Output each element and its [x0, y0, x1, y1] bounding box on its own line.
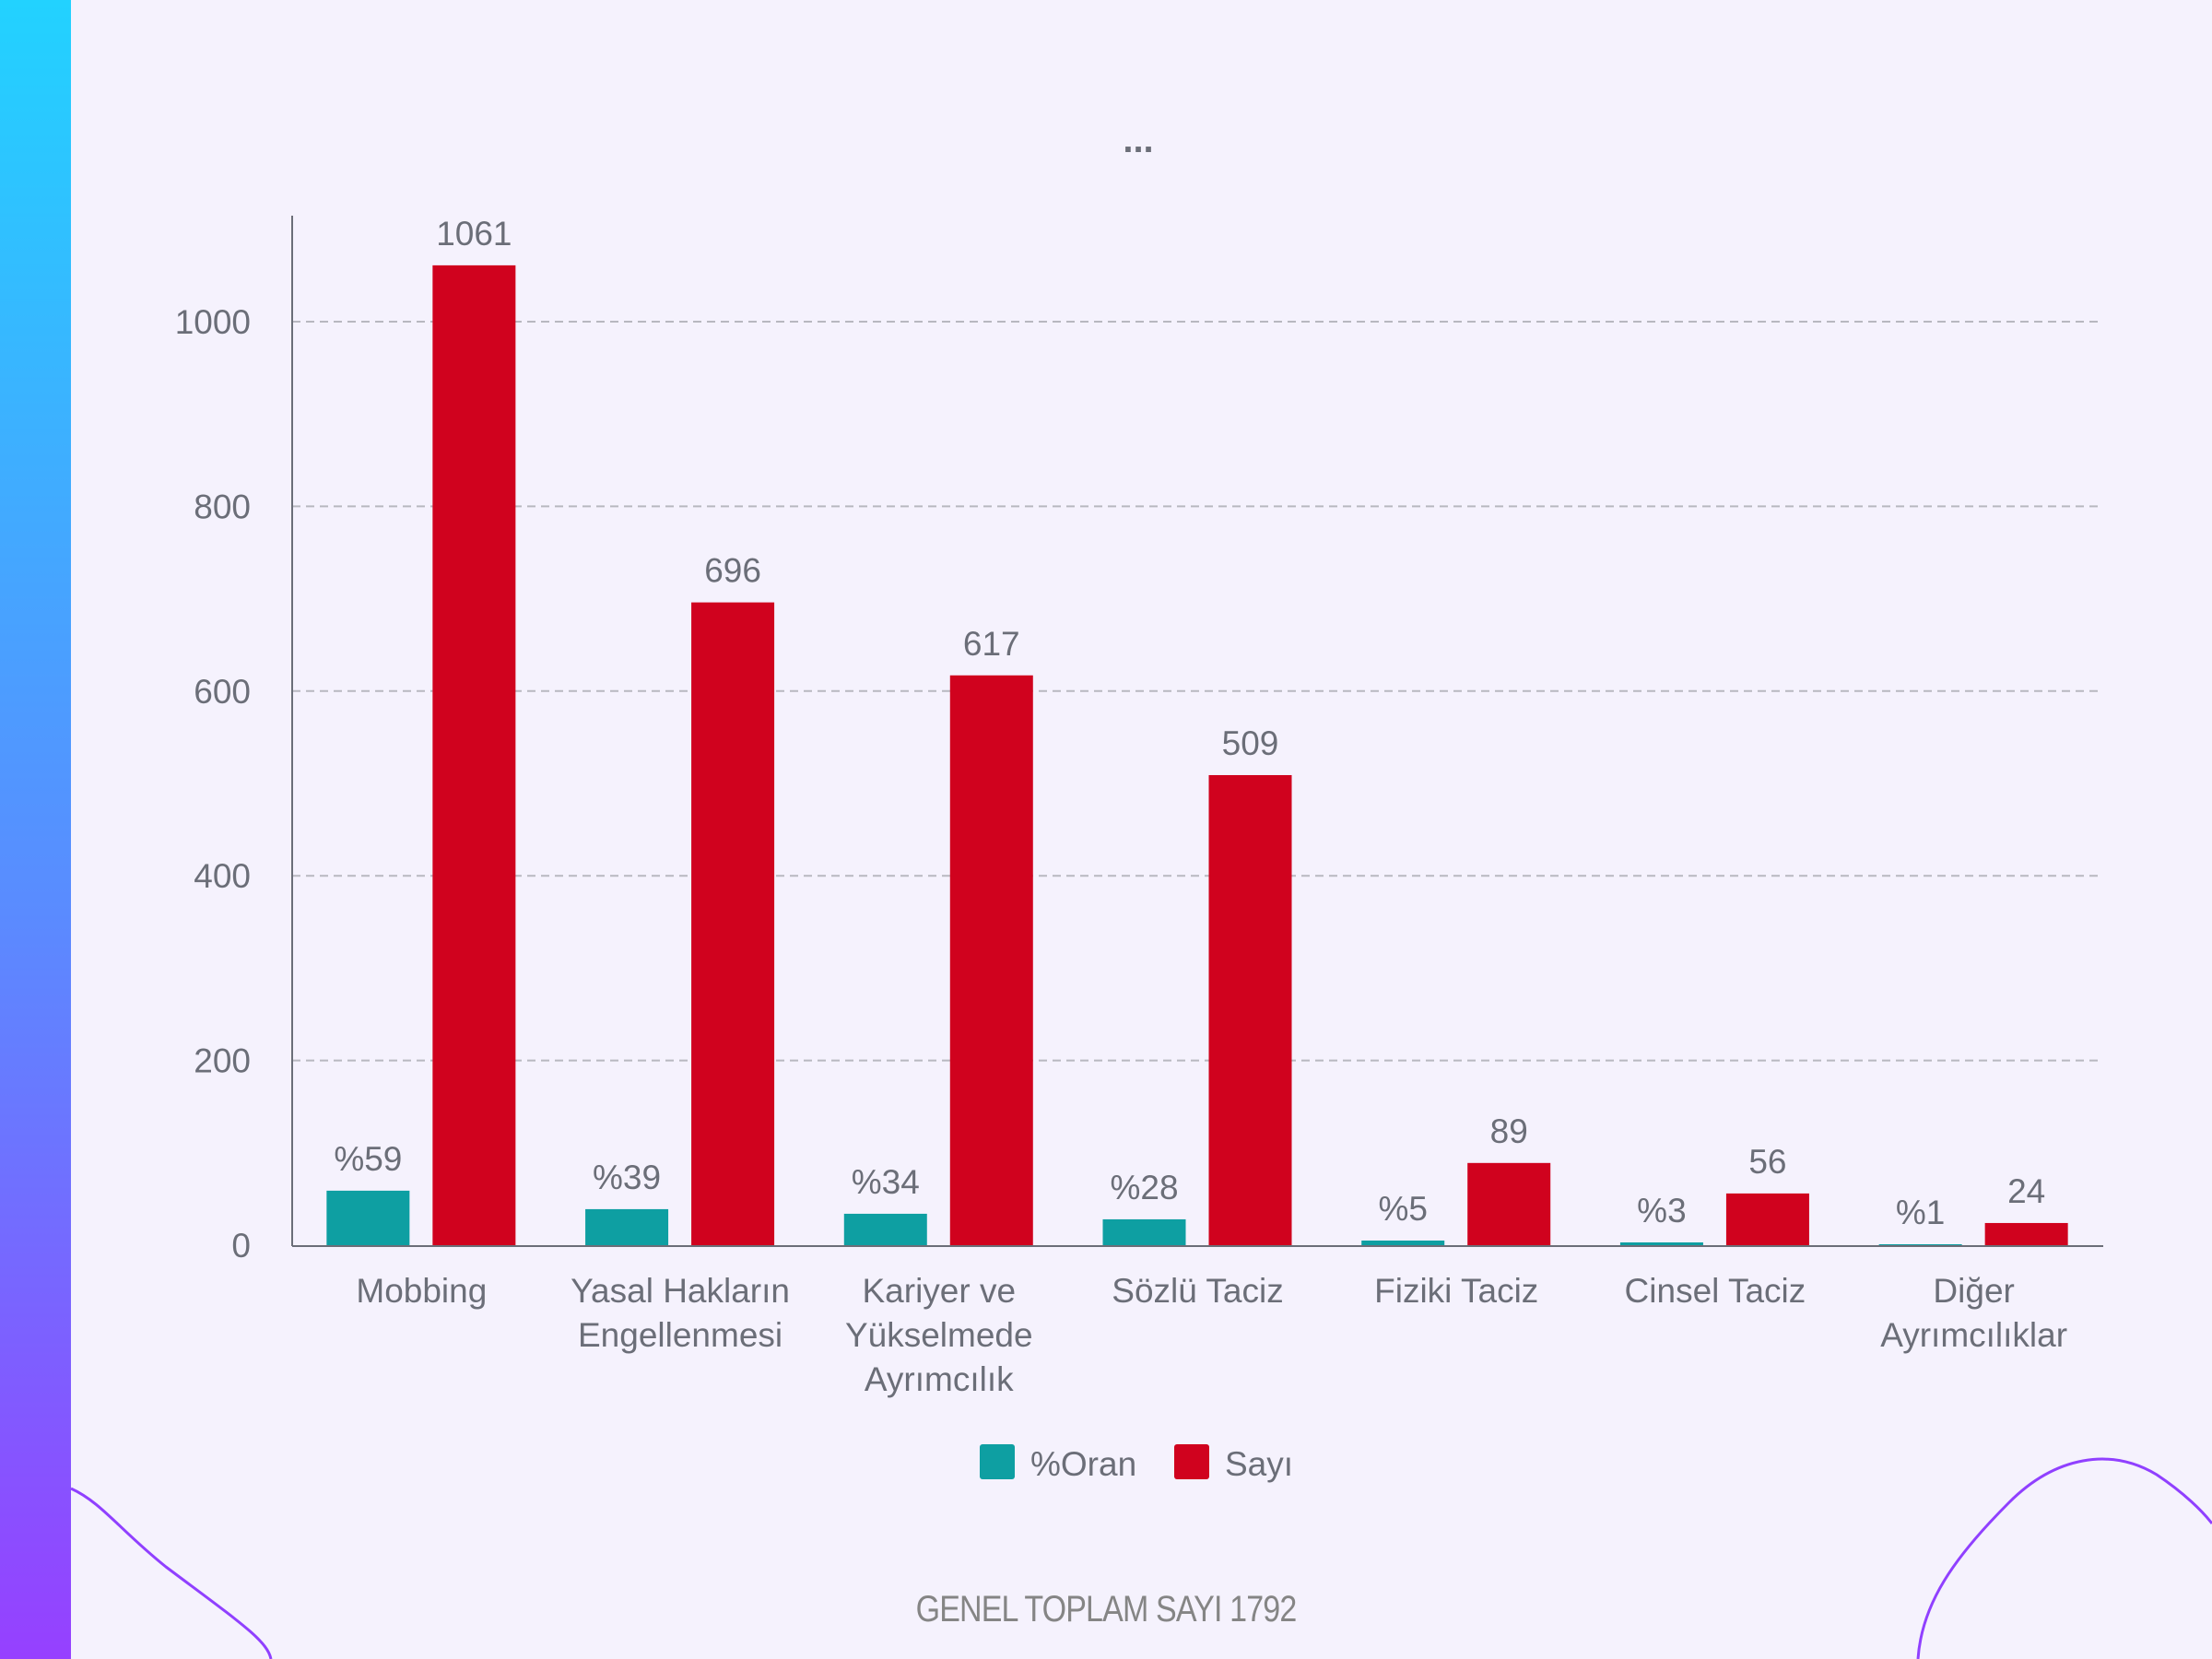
chart-menu-icon[interactable]: ...	[1123, 120, 1153, 160]
bar-oran	[1361, 1240, 1445, 1245]
data-label: 617	[963, 625, 1020, 663]
decorative-curve-left	[70, 1487, 273, 1659]
bar-oran	[326, 1190, 410, 1245]
x-category-label: Yasal Hakların	[571, 1272, 790, 1310]
bar-oran	[585, 1208, 669, 1245]
data-label: 56	[1748, 1143, 1786, 1181]
decorative-curve-right	[1916, 1457, 2212, 1659]
x-category-label: Kariyer ve	[863, 1272, 1017, 1310]
bar-oran	[843, 1213, 927, 1245]
x-category-label: Cinsel Taciz	[1625, 1272, 1806, 1310]
data-label: 89	[1490, 1112, 1528, 1150]
y-tick-label: 200	[194, 1042, 251, 1080]
data-label: %3	[1637, 1192, 1686, 1230]
data-label: %39	[593, 1159, 661, 1196]
bar-sayi	[691, 602, 775, 1245]
x-category-label: Engellenmesi	[578, 1316, 782, 1354]
bar-sayi	[1984, 1222, 2068, 1245]
y-tick-label: 1000	[175, 303, 251, 341]
data-label: %59	[334, 1140, 402, 1178]
bar-oran	[1102, 1218, 1186, 1245]
legend-label-sayi: Sayı	[1225, 1445, 1293, 1483]
bar-sayi	[949, 675, 1033, 1245]
y-tick-label: 400	[194, 857, 251, 895]
legend-swatch-oran	[980, 1444, 1015, 1479]
data-label: %28	[1110, 1169, 1178, 1206]
y-tick-label: 0	[231, 1227, 251, 1265]
bar-sayi	[1725, 1193, 1809, 1245]
bar-oran	[1619, 1241, 1703, 1245]
data-label: 1061	[436, 215, 512, 253]
legend: %Oran Sayı	[980, 1444, 1293, 1483]
x-category-label: Sözlü Taciz	[1112, 1272, 1283, 1310]
gradient-side-strip	[0, 0, 71, 1659]
grand-total-text: GENEL TOPLAM SAYI 1792	[915, 1589, 1298, 1630]
bar-sayi	[1467, 1162, 1551, 1245]
x-category-label: Ayrımcılık	[865, 1360, 1014, 1398]
legend-label-oran: %Oran	[1030, 1445, 1136, 1483]
bar-sayi	[1208, 774, 1292, 1245]
x-category-label: Yükselmede	[845, 1316, 1033, 1354]
bar-sayi	[432, 265, 516, 1246]
data-label: %5	[1378, 1190, 1427, 1228]
x-category-label: Diğer	[1933, 1272, 2014, 1310]
data-label: %1	[1896, 1194, 1945, 1231]
x-category-label: Fiziki Taciz	[1374, 1272, 1538, 1310]
legend-swatch-sayi	[1174, 1444, 1209, 1479]
x-category-label: Ayrımcılıklar	[1880, 1316, 2067, 1354]
data-label: 696	[704, 552, 761, 590]
data-label: %34	[852, 1163, 920, 1201]
x-category-label: Mobbing	[356, 1272, 487, 1310]
y-tick-label: 600	[194, 673, 251, 711]
bar-oran	[1878, 1243, 1962, 1245]
y-tick-label: 800	[194, 488, 251, 525]
data-label: 509	[1222, 724, 1279, 762]
data-label: 24	[2007, 1172, 2045, 1210]
